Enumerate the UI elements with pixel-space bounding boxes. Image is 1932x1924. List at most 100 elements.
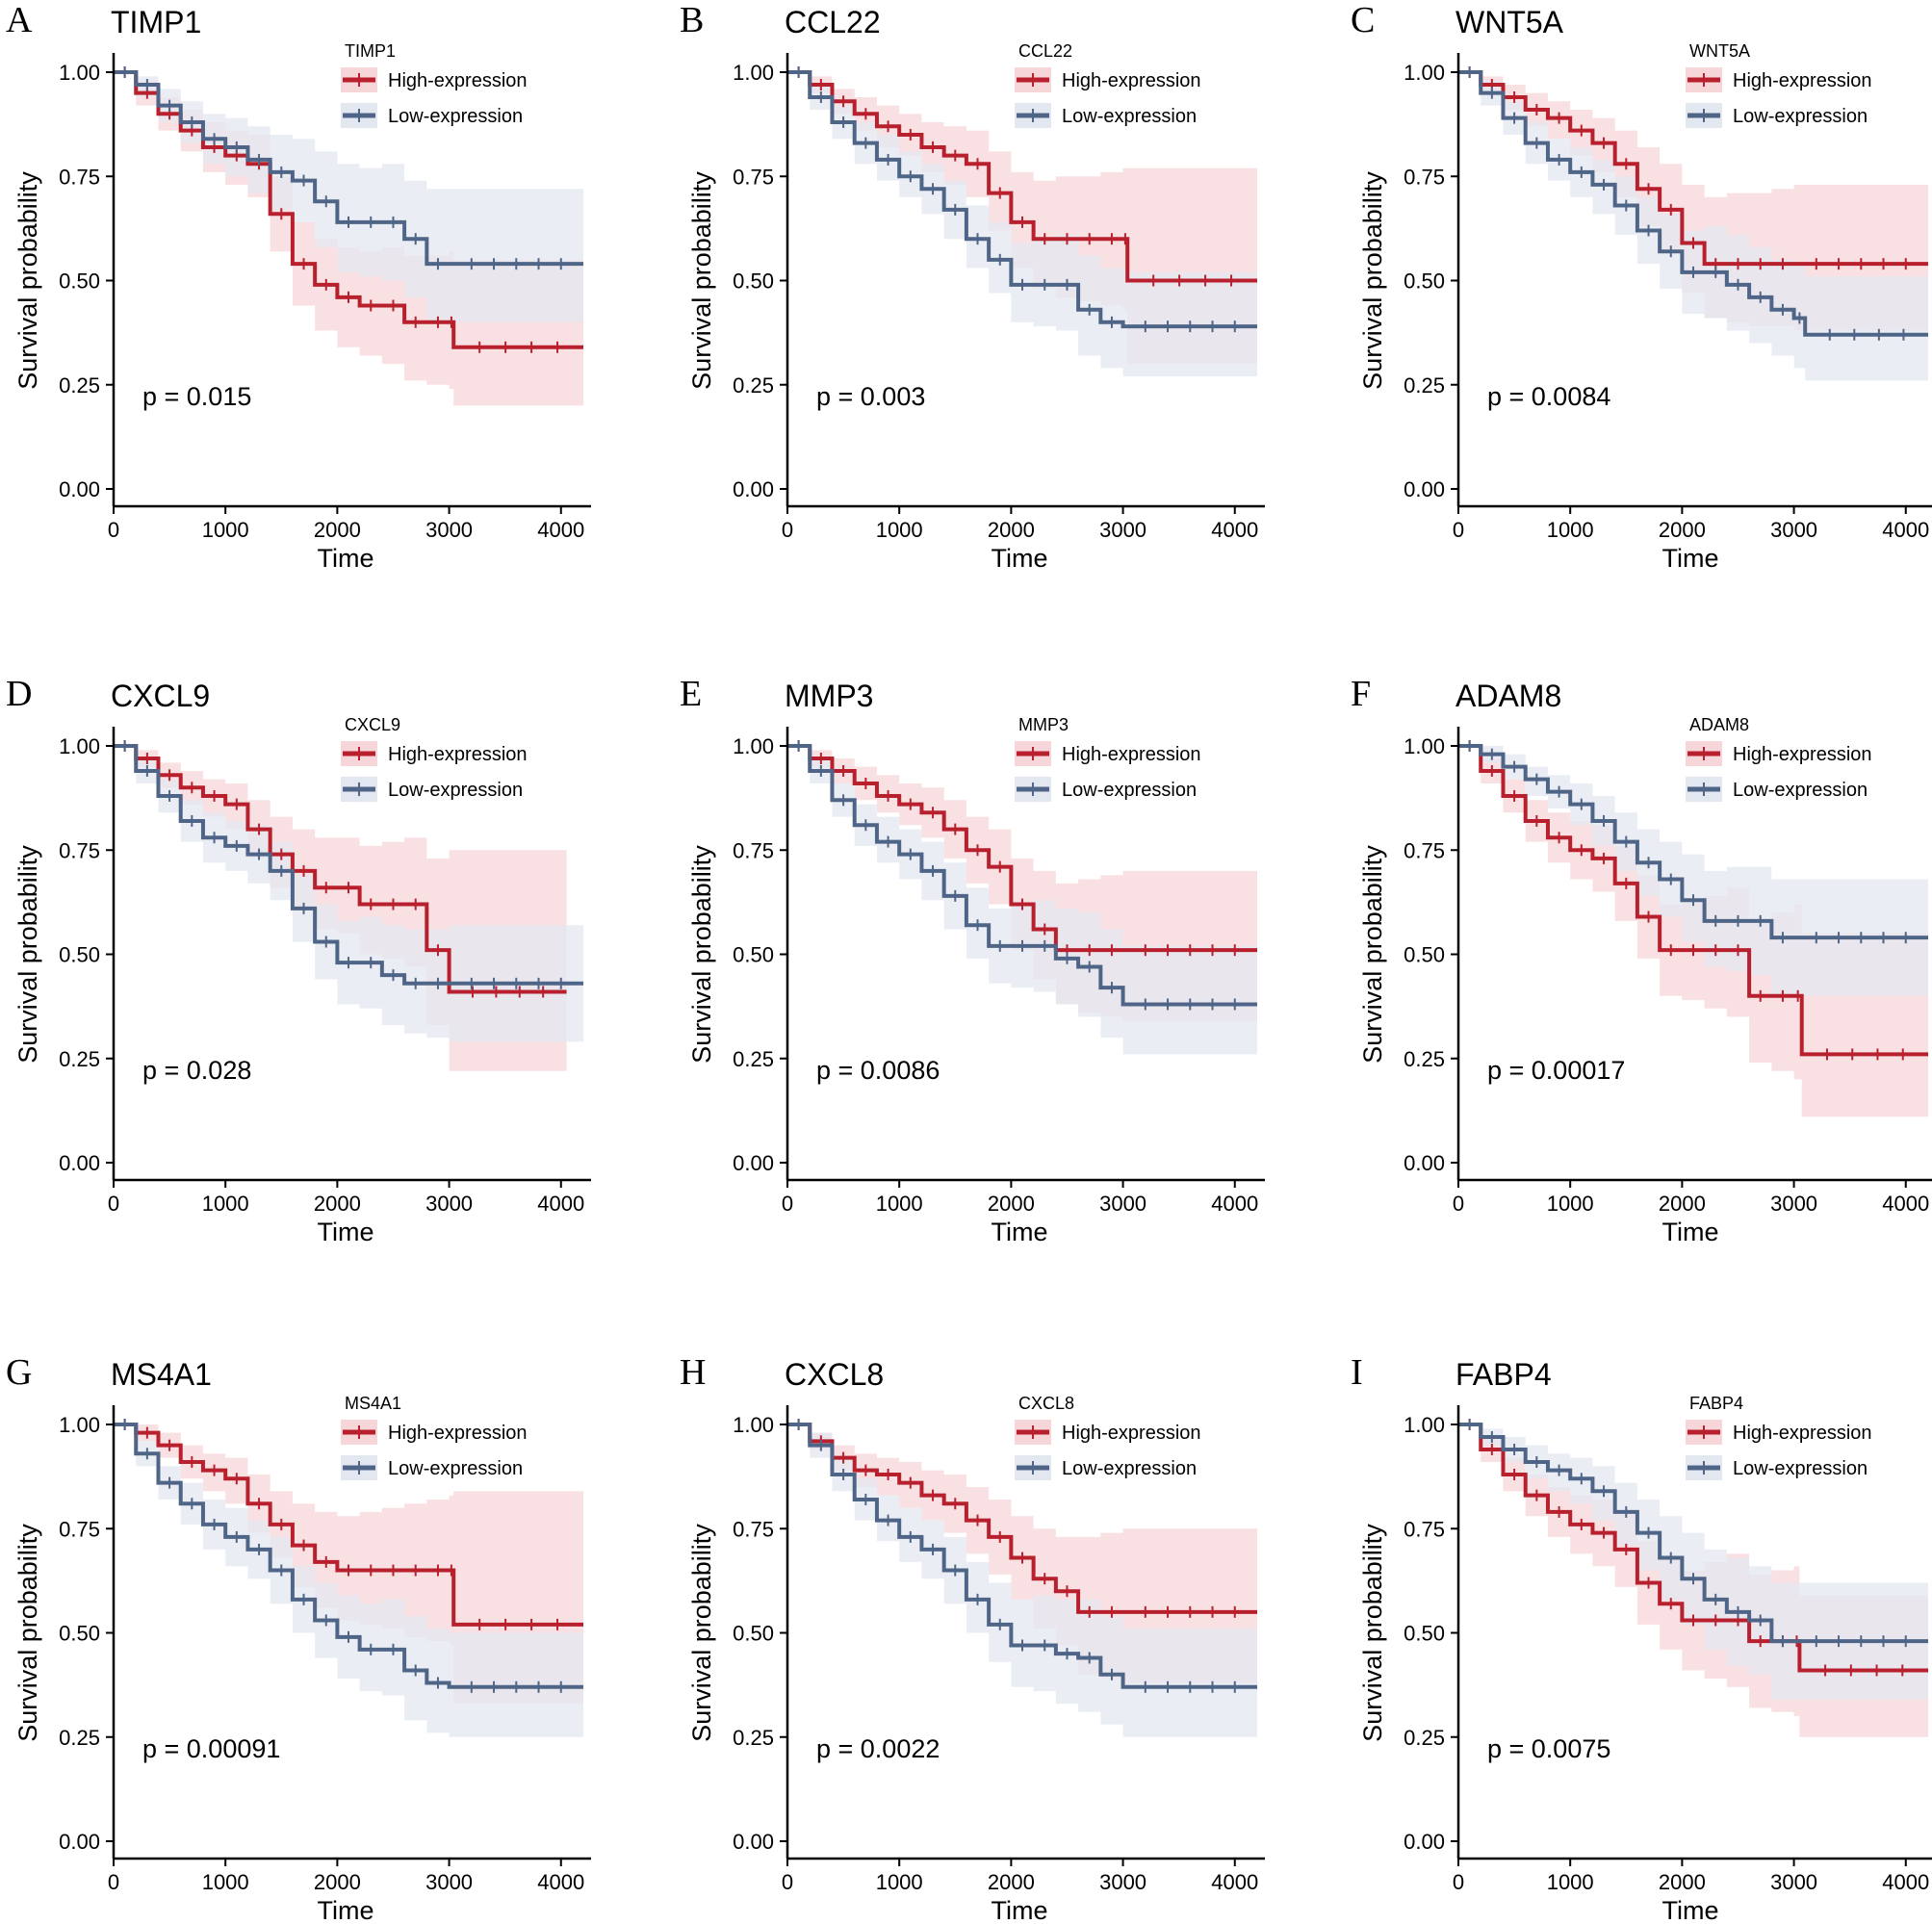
x-tick-label: 3000 [425,1870,473,1894]
x-tick-label: 2000 [1659,1192,1706,1216]
x-tick-label: 4000 [537,1192,584,1216]
x-tick-label: 0 [782,518,793,542]
x-tick-label: 0 [108,518,119,542]
x-tick-label: 4000 [1882,1870,1929,1894]
x-tick-label: 3000 [1770,518,1817,542]
ci-band-low [114,1424,583,1737]
ci-band-low [787,746,1257,1055]
y-tick-label: 0.50 [1404,269,1445,294]
legend-label: Low-expression [388,106,523,127]
x-tick-label: 3000 [1099,518,1146,542]
x-tick-label: 1000 [1547,1870,1594,1894]
y-tick-label: 0.75 [59,838,100,862]
gene-title: WNT5A [1455,5,1564,39]
y-tick-label: 0.25 [1404,1047,1445,1071]
x-tick-label: 2000 [988,518,1035,542]
ci-band-low [114,72,583,322]
legend-label: High-expression [1733,1423,1872,1444]
survival-curve-low [1458,70,1928,337]
legend-title: CXCL9 [345,715,400,734]
x-tick-label: 3000 [425,518,473,542]
gene-title: ADAM8 [1455,679,1561,713]
p-value: p = 0.028 [142,1056,251,1085]
y-axis-title: Survival probability [687,845,716,1064]
x-tick-label: 0 [782,1192,793,1216]
x-axis-title: Time [1662,544,1719,573]
y-tick-label: 0.75 [59,1517,100,1541]
legend-title: WNT5A [1689,41,1750,61]
y-tick-label: 0.00 [59,1830,100,1854]
gene-title: CXCL8 [785,1357,884,1392]
panel-d: D CXCL9 0 1000 2000 3000 4000 0.00 0.25 0.50 0.75 1… [6,674,591,1246]
p-value: p = 0.0022 [816,1734,940,1763]
ci-band-low [114,746,583,1042]
x-axis-title: Time [992,544,1048,573]
p-value: p = 0.0075 [1487,1734,1610,1763]
survival-curve-low [787,1423,1257,1689]
panel-letter: B [680,0,704,40]
survival-curve-low [114,1423,583,1689]
x-tick-label: 1000 [876,1192,923,1216]
x-tick-label: 1000 [876,518,923,542]
panel-h: H CXCL8 0 1000 2000 3000 4000 0.00 0.25 0.50 0.75 1… [680,1352,1265,1924]
ci-band-low [1458,1424,1928,1700]
x-tick-label: 2000 [314,518,361,542]
panel-g: G MS4A1 0 1000 2000 3000 4000 0.00 0.25 0.50 0.75 1… [6,1352,591,1924]
legend-title: ADAM8 [1689,715,1749,734]
p-value: p = 0.015 [142,382,251,411]
y-axis-title: Survival probability [1358,1524,1387,1742]
y-tick-label: 0.50 [59,943,100,967]
x-tick-label: 0 [108,1870,119,1894]
gene-title: MS4A1 [111,1357,212,1392]
survival-curve-low [114,744,583,986]
panel-letter: I [1351,1352,1363,1393]
x-tick-label: 0 [1453,1192,1464,1216]
panel-letter: F [1351,674,1371,714]
x-tick-label: 4000 [1882,518,1929,542]
legend-label: High-expression [1062,70,1201,91]
gene-title: TIMP1 [111,5,201,39]
legend-label: High-expression [1733,70,1872,91]
y-tick-label: 0.25 [733,373,774,398]
y-tick-label: 1.00 [733,1413,774,1437]
y-tick-label: 0.25 [733,1047,774,1071]
y-axis-title: Survival probability [687,171,716,390]
x-tick-label: 4000 [537,1870,584,1894]
survival-curve-high [787,744,1257,953]
y-tick-label: 0.25 [733,1726,774,1750]
x-axis-title: Time [1662,1218,1719,1246]
x-tick-label: 3000 [425,1192,473,1216]
y-axis-title: Survival probability [13,171,42,390]
x-axis-title: Time [318,1896,374,1924]
x-tick-label: 1000 [1547,518,1594,542]
x-tick-label: 2000 [1659,518,1706,542]
ci-band-high [1458,72,1928,331]
y-tick-label: 0.50 [1404,1622,1445,1646]
x-tick-label: 1000 [202,1870,249,1894]
y-tick-label: 0.25 [59,373,100,398]
y-axis-title: Survival probability [1358,845,1387,1064]
y-tick-label: 0.00 [59,477,100,501]
p-value: p = 0.0086 [816,1056,940,1085]
legend-label: High-expression [388,744,528,765]
y-tick-label: 1.00 [1404,734,1445,758]
survival-curve-high [1458,744,1928,1057]
survival-curve-low [1458,1423,1928,1644]
y-tick-label: 0.00 [733,1151,774,1175]
x-axis-title: Time [318,544,374,573]
survival-curve-high [114,1423,583,1627]
panel-letter: G [6,1352,32,1393]
y-tick-label: 0.50 [733,269,774,294]
x-tick-label: 4000 [1211,1870,1258,1894]
y-tick-label: 0.25 [1404,373,1445,398]
y-tick-label: 0.00 [59,1151,100,1175]
y-tick-label: 0.75 [1404,1517,1445,1541]
x-tick-label: 4000 [537,518,584,542]
y-tick-label: 0.00 [733,477,774,501]
x-tick-label: 4000 [1882,1192,1929,1216]
y-tick-label: 1.00 [59,1413,100,1437]
legend-label: High-expression [388,70,528,91]
y-tick-label: 0.00 [733,1830,774,1854]
y-tick-label: 0.00 [1404,477,1445,501]
